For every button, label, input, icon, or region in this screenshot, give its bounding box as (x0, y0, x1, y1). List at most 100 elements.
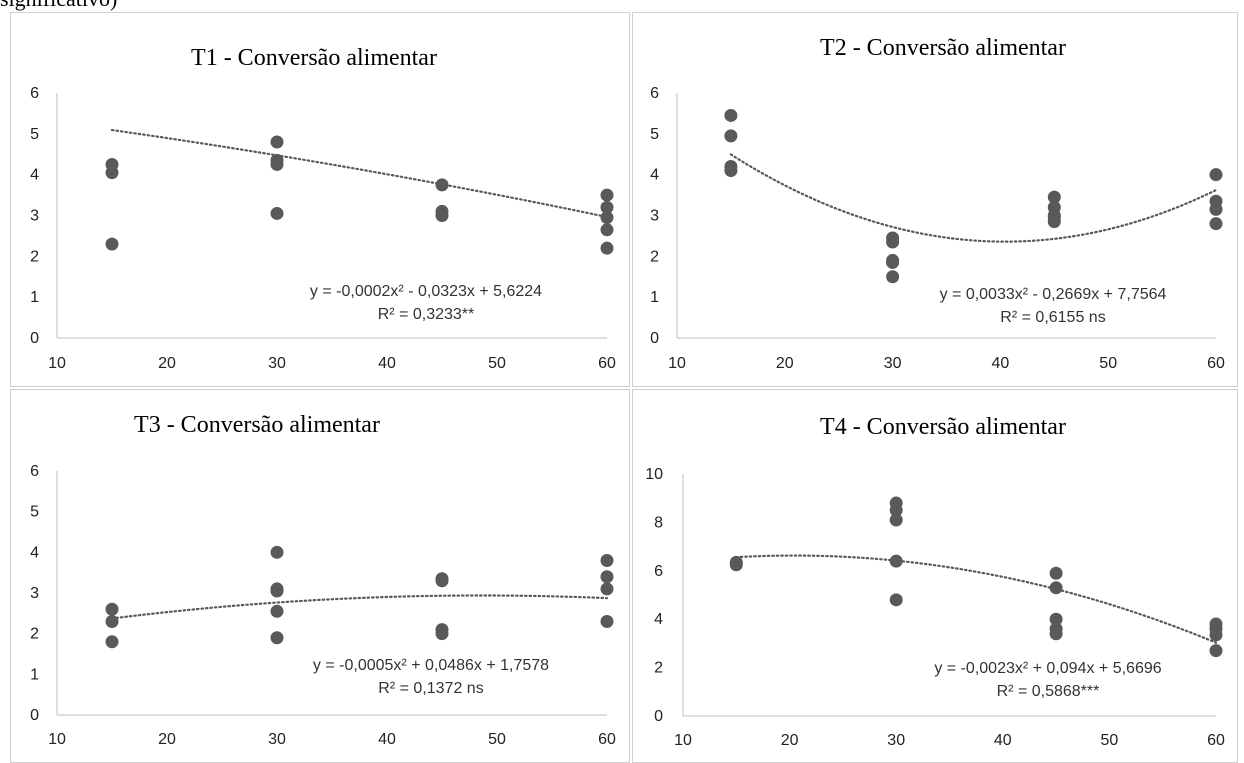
x-tick-label: 50 (488, 355, 506, 372)
data-point (889, 503, 903, 517)
trend-equation: y = 0,0033x² - 0,2669x + 7,7564 (940, 286, 1167, 303)
chart-panel-t2: T2 - Conversão alimentar 0 1 2 3 4 5 6 10 20 30 40 5… (632, 12, 1238, 387)
y-tick-label: 2 (654, 660, 663, 677)
r-squared-label: R² = 0,3233** (378, 306, 475, 323)
data-point (1049, 581, 1063, 595)
y-tick-label: 2 (30, 248, 39, 265)
x-tick-label: 20 (158, 731, 176, 748)
trendline (110, 128, 609, 219)
chart-title: T2 - Conversão alimentar (820, 35, 1066, 61)
data-point (105, 602, 119, 616)
x-tick-label: 10 (668, 355, 686, 372)
chart-t4: T4 - Conversão alimentar 0 2 4 6 8 10 10 20 30 40 5… (645, 414, 1225, 749)
y-tick-label: 0 (30, 330, 39, 347)
data-point (1049, 566, 1063, 580)
data-point (435, 178, 449, 192)
chart-panel-t3: T3 - Conversão alimentar 0 1 2 3 4 5 6 10 20 30 40 5… (10, 389, 630, 763)
data-point (1049, 612, 1063, 626)
x-tick-label: 30 (268, 731, 286, 748)
y-tick-label: 6 (30, 463, 39, 480)
data-point (270, 135, 284, 149)
y-tick-label: 0 (654, 708, 663, 725)
x-tick-label: 40 (994, 732, 1012, 749)
data-point (600, 241, 614, 255)
trend-equation: y = -0,0002x² - 0,0323x + 5,6224 (310, 283, 542, 300)
x-tick-label: 10 (48, 355, 66, 372)
data-point (105, 237, 119, 251)
data-point (1209, 628, 1223, 642)
data-point (1209, 202, 1223, 216)
x-tick-label: 20 (781, 732, 799, 749)
x-tick-label: 30 (887, 732, 905, 749)
x-tick-label: 60 (1207, 732, 1225, 749)
x-tick-label: 30 (268, 355, 286, 372)
data-point (1209, 168, 1223, 182)
data-point (600, 582, 614, 596)
y-tick-label: 5 (30, 126, 39, 143)
y-tick-label: 6 (650, 85, 659, 102)
data-point (886, 270, 900, 284)
data-point (889, 554, 903, 568)
y-tick-label: 4 (654, 611, 663, 628)
x-tick-label: 30 (884, 355, 902, 372)
data-point (886, 235, 900, 249)
data-point (600, 553, 614, 567)
data-point (105, 614, 119, 628)
y-tick-label: 8 (654, 514, 663, 531)
y-tick-label: 2 (30, 626, 39, 643)
r-squared-label: R² = 0,5868*** (997, 683, 1100, 700)
y-tick-label: 5 (30, 504, 39, 521)
data-point (729, 558, 743, 572)
y-tick-label: 2 (650, 248, 659, 265)
data-point (886, 255, 900, 269)
data-point (600, 200, 614, 214)
y-tick-label: 4 (30, 544, 39, 561)
y-tick-label: 1 (30, 289, 39, 306)
y-tick-label: 0 (650, 330, 659, 347)
trendline (110, 594, 609, 620)
y-tick-label: 3 (30, 208, 39, 225)
chart-panel-t4: T4 - Conversão alimentar 0 2 4 6 8 10 10 20 30 40 5… (632, 389, 1238, 763)
chart-title: T1 - Conversão alimentar (191, 45, 437, 71)
data-point (270, 206, 284, 220)
chart-title: T3 - Conversão alimentar (134, 412, 380, 438)
x-tick-label: 10 (674, 732, 692, 749)
y-tick-label: 3 (30, 585, 39, 602)
x-tick-label: 40 (378, 731, 396, 748)
y-tick-label: 4 (650, 167, 659, 184)
y-tick-label: 3 (650, 208, 659, 225)
r-squared-label: R² = 0,1372 ns (378, 680, 483, 697)
x-tick-label: 50 (1099, 355, 1117, 372)
y-tick-label: 10 (645, 466, 663, 483)
data-point (1047, 215, 1061, 229)
data-point (270, 545, 284, 559)
x-tick-label: 50 (1101, 732, 1119, 749)
data-point (600, 188, 614, 202)
data-point (724, 164, 738, 178)
data-point (435, 574, 449, 588)
y-tick-label: 0 (30, 707, 39, 724)
x-tick-label: 20 (776, 355, 794, 372)
data-point (435, 209, 449, 222)
data-point (1049, 627, 1063, 641)
data-point (270, 157, 284, 171)
data-point (889, 593, 903, 607)
x-tick-label: 40 (992, 355, 1010, 372)
chart-t3: T3 - Conversão alimentar 0 1 2 3 4 5 6 10 20 30 40 5… (30, 412, 616, 748)
r-squared-label: R² = 0,6155 ns (1000, 309, 1105, 326)
data-point (435, 627, 449, 641)
chart-panel-t1: T1 - Conversão alimentar 0 1 2 3 4 5 6 10 20 30 40 5… (10, 12, 630, 387)
data-point (600, 211, 614, 225)
data-point (724, 108, 738, 122)
y-tick-label: 6 (30, 85, 39, 102)
y-tick-label: 1 (650, 289, 659, 306)
x-tick-label: 60 (598, 731, 616, 748)
data-point (1047, 190, 1061, 204)
data-point (270, 604, 284, 618)
y-tick-label: 4 (30, 167, 39, 184)
data-point (270, 584, 284, 598)
chart-t2: T2 - Conversão alimentar 0 1 2 3 4 5 6 10 20 30 40 5… (650, 35, 1225, 372)
x-tick-label: 10 (48, 731, 66, 748)
caption-fragment: significativo) (0, 0, 400, 16)
data-point (600, 570, 614, 584)
